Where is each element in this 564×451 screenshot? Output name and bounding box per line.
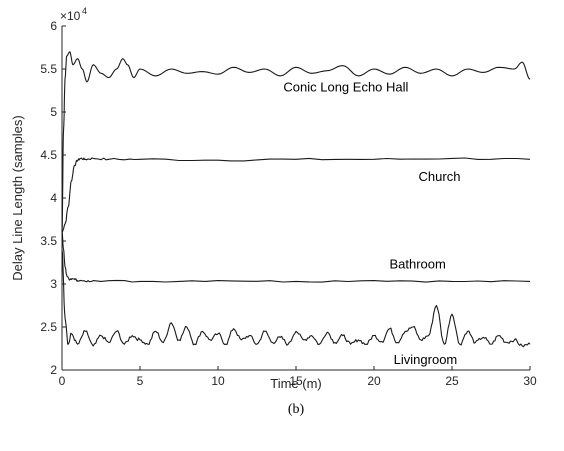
series-line-3 xyxy=(61,249,531,348)
figure-caption: (b) xyxy=(288,402,305,417)
series-line-1 xyxy=(61,157,531,233)
series-label: Conic Long Echo Hall xyxy=(283,79,408,94)
y-tick-label: 6 xyxy=(50,19,57,33)
axes xyxy=(61,26,530,371)
x-tick-label: 15 xyxy=(289,374,303,388)
y-exponent-base: ×10 xyxy=(60,9,81,23)
series-label: Livingroom xyxy=(394,352,458,367)
y-tick-label: 3 xyxy=(50,277,57,291)
y-tick-label: 3.5 xyxy=(40,234,57,248)
y-tick-label: 5.5 xyxy=(40,62,57,76)
y-exponent-power: 4 xyxy=(82,6,87,16)
y-tick-label: 2 xyxy=(50,363,57,377)
series-labels: Conic Long Echo Hall Church Bathroom Living… xyxy=(283,79,460,367)
x-tick-label: 25 xyxy=(445,374,459,388)
y-axis-label: Delay Line Length (samples) xyxy=(10,115,25,280)
series-line-0 xyxy=(61,51,531,233)
series-label: Church xyxy=(419,169,461,184)
x-tick-label: 5 xyxy=(137,374,144,388)
y-ticks: 2 2.5 3 3.5 4 4.5 5 5.5 6 xyxy=(40,19,66,377)
x-axis-label: Time (m) xyxy=(270,376,322,391)
series-label: Bathroom xyxy=(389,257,445,272)
y-tick-label: 2.5 xyxy=(40,320,57,334)
x-ticks: 0 5 10 15 20 25 30 xyxy=(59,366,537,388)
y-tick-label: 5 xyxy=(50,105,57,119)
x-tick-label: 30 xyxy=(523,374,537,388)
x-tick-label: 0 xyxy=(59,374,66,388)
series-line-2 xyxy=(61,232,531,283)
x-tick-label: 10 xyxy=(211,374,225,388)
y-tick-label: 4 xyxy=(50,191,57,205)
x-tick-label: 20 xyxy=(367,374,381,388)
y-tick-label: 4.5 xyxy=(40,148,57,162)
series-lines xyxy=(61,51,531,348)
